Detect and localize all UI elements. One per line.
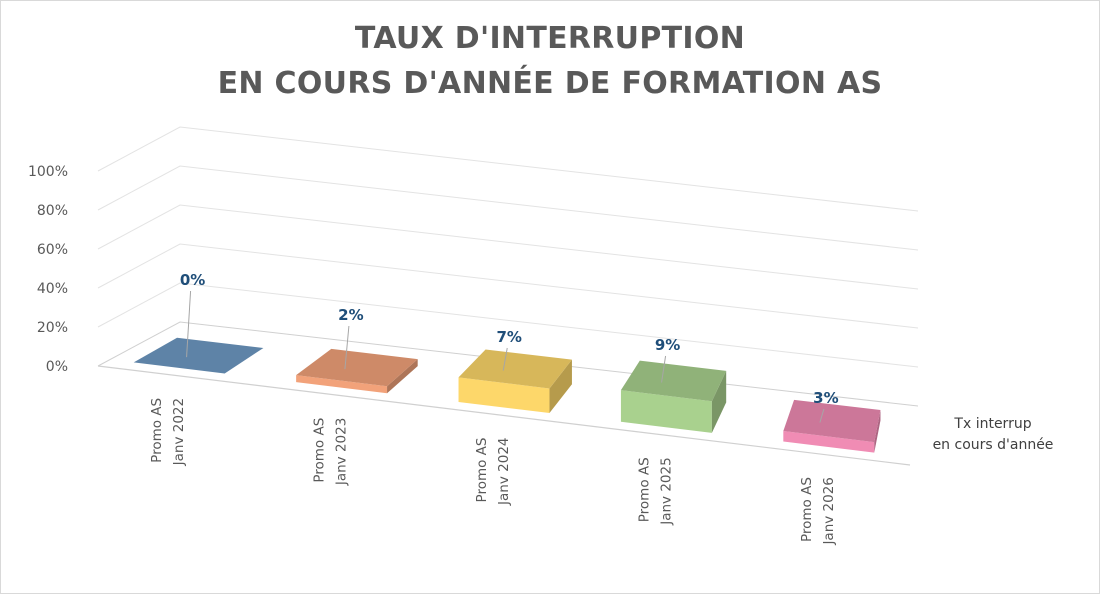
gridline: [97, 282, 919, 368]
data-label-leader: [186, 290, 192, 358]
data-label-leader: [819, 408, 825, 423]
x-tick-label: Promo AS Janv 2024: [474, 438, 512, 506]
bar-side: [549, 359, 572, 414]
bar-side: [711, 370, 727, 433]
bar-top: [458, 349, 572, 389]
x-tick-label-line: Promo AS: [799, 477, 815, 542]
data-label: 0%: [180, 271, 205, 289]
bar-top: [783, 399, 881, 443]
y-tick-label: 20%: [37, 320, 68, 336]
gridline: [97, 243, 919, 329]
bar-top: [620, 360, 727, 402]
x-tick-label: Promo AS Janv 2026: [799, 477, 837, 545]
bar-side: [387, 359, 418, 394]
data-label: 2%: [338, 306, 363, 324]
data-label: 3%: [813, 389, 838, 407]
x-tick-label-line: Janv 2023: [334, 418, 350, 486]
x-tick-label-line: Promo AS: [474, 438, 490, 503]
gridline: [97, 165, 919, 251]
floor-edge: [97, 365, 911, 466]
gridline: [97, 204, 919, 290]
gridline: [97, 126, 919, 212]
bar-front: [620, 390, 712, 433]
data-label: 9%: [655, 336, 680, 354]
chart-title-line-2: EN COURS D'ANNÉE DE FORMATION AS: [217, 66, 883, 101]
data-label-leader: [344, 325, 350, 370]
x-tick-label-line: Janv 2022: [171, 398, 187, 466]
x-tick-label-line: Janv 2026: [821, 477, 837, 545]
y-tick-label: 40%: [37, 281, 68, 297]
legend-entry: Tx interrup en cours d'année: [933, 416, 1054, 453]
data-label-leader: [502, 347, 508, 371]
x-tick-label: Promo AS Janv 2023: [312, 418, 350, 486]
x-tick-label-line: Janv 2024: [496, 438, 512, 506]
bar-front: [296, 375, 388, 394]
bar-top: [133, 337, 264, 374]
data-label: 7%: [497, 328, 522, 346]
bar-front: [458, 377, 550, 414]
y-tick-label: 80%: [37, 203, 68, 219]
x-tick-label: Promo AS Janv 2022: [149, 398, 187, 466]
x-tick-label-line: Promo AS: [149, 398, 165, 463]
y-tick-label: 60%: [37, 242, 68, 258]
y-tick-label: 0%: [46, 359, 68, 375]
bar-front: [783, 431, 875, 453]
y-tick-label: 100%: [28, 164, 68, 180]
x-tick-label-line: Promo AS: [312, 418, 328, 483]
chart-title-line-1: TAUX D'INTERRUPTION: [354, 21, 746, 56]
data-label-leader: [661, 355, 667, 383]
bar-side: [874, 410, 881, 453]
x-tick-label: Promo AS Janv 2025: [636, 457, 674, 525]
x-tick-label-line: Janv 2025: [658, 457, 674, 525]
legend-label: en cours d'année: [933, 437, 1054, 453]
x-tick-label-line: Promo AS: [636, 457, 652, 522]
legend-label: Tx interrup: [953, 416, 1031, 432]
chart-title: TAUX D'INTERRUPTION EN COURS D'ANNÉE DE …: [0, 16, 1100, 106]
bar-top: [296, 348, 418, 387]
